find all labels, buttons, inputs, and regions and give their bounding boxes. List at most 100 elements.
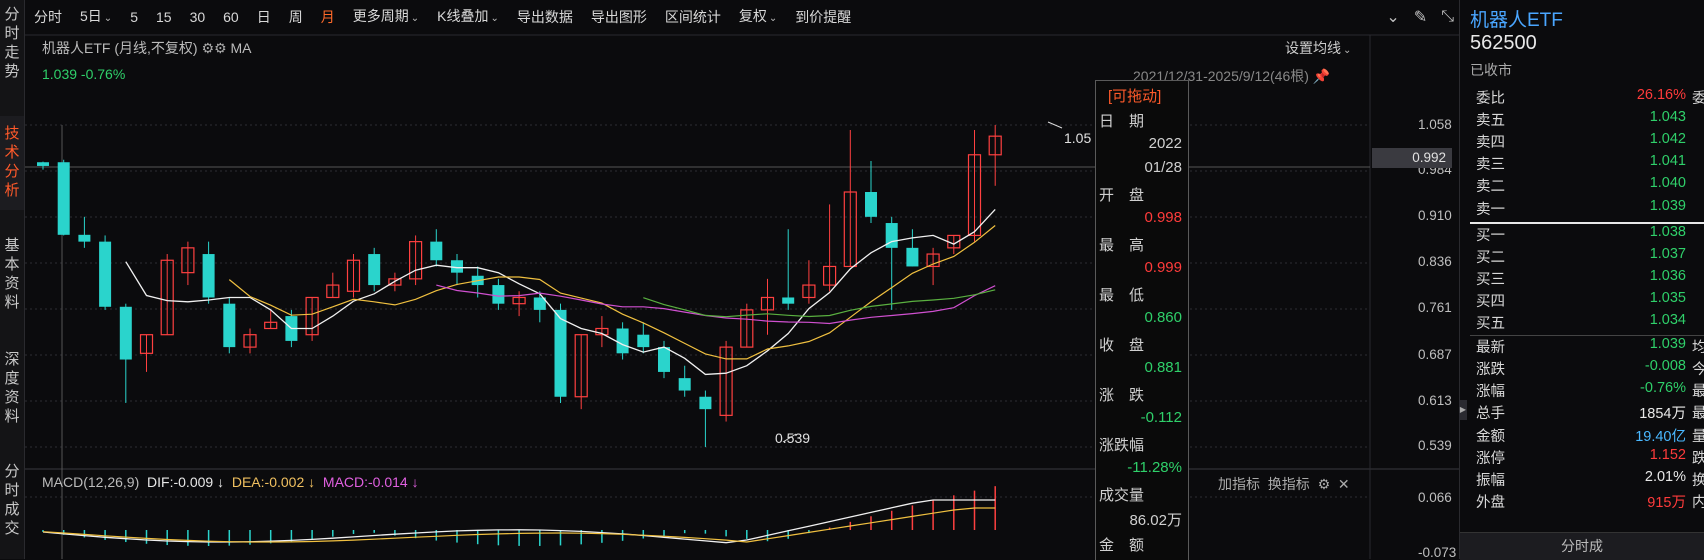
ask-4-value: 1.042 bbox=[1649, 131, 1686, 148]
period-button-12[interactable]: 导出图形 bbox=[590, 9, 647, 25]
chevron-down-icon: ⌄ bbox=[103, 12, 113, 24]
bid-5-label: 买五 bbox=[1476, 316, 1505, 332]
period-button-2[interactable]: 5 bbox=[130, 9, 138, 25]
stat-6-label: 振幅 bbox=[1476, 472, 1505, 489]
period-button-8[interactable]: 月 bbox=[320, 9, 335, 25]
candle-body bbox=[782, 297, 795, 304]
brush-icon[interactable]: ✎ bbox=[1413, 9, 1428, 26]
candle-body bbox=[346, 259, 361, 292]
period-button-3[interactable]: 15 bbox=[155, 9, 172, 25]
gear-icon[interactable]: ⚙ bbox=[214, 40, 227, 56]
candle-body bbox=[533, 297, 546, 310]
divider bbox=[1470, 335, 1704, 337]
tab-basic-info[interactable]: 基本资料 bbox=[4, 237, 20, 311]
candle-body bbox=[616, 328, 629, 354]
candle-body bbox=[409, 241, 423, 280]
ask-3-label: 卖三 bbox=[1476, 157, 1505, 174]
stat-0-value: 1.039 bbox=[1649, 336, 1686, 353]
candle-body bbox=[181, 247, 195, 274]
ma20-line bbox=[436, 284, 996, 325]
period-button-1[interactable]: 5日 ⌄ bbox=[80, 7, 113, 24]
close-icon[interactable]: ✕ bbox=[1337, 476, 1350, 492]
collapse-icon[interactable]: ⤡ bbox=[1441, 8, 1454, 25]
pin-icon[interactable]: 📌 bbox=[1312, 68, 1331, 84]
macd-header: MACD(12,26,9) DIF:-0.009 ↓ DEA:-0.002 ↓ … bbox=[42, 474, 419, 490]
period-button-15[interactable]: 到价提醒 bbox=[795, 9, 852, 25]
period-button-13[interactable]: 区间统计 bbox=[664, 9, 721, 25]
axis-label-0761: 0.761 bbox=[1418, 300, 1452, 315]
popup-volume: 86.02万 bbox=[1129, 512, 1182, 529]
period-button-10[interactable]: K线叠加 ⌄ bbox=[437, 7, 499, 24]
ma-label: MA bbox=[230, 40, 252, 56]
stat-5-value: 1.152 bbox=[1649, 446, 1686, 463]
candle-body bbox=[451, 260, 463, 273]
intraday-footer-tab[interactable]: 分时成 bbox=[1460, 532, 1704, 560]
stat-3-label: 总手 bbox=[1476, 406, 1505, 423]
switch-indicator-button[interactable]: 换指标 bbox=[1267, 476, 1310, 492]
bid-3-value: 1.036 bbox=[1649, 267, 1686, 284]
tab-technical-analysis[interactable]: 技术分析 bbox=[0, 116, 24, 210]
period-button-4[interactable]: 30 bbox=[189, 9, 206, 25]
chart-title: 机器人ETF (月线,不复权) ⚙⚙ MA bbox=[42, 40, 252, 56]
candle-body bbox=[160, 259, 174, 336]
candle-body bbox=[699, 396, 712, 410]
candle-body bbox=[37, 162, 49, 166]
candle-body bbox=[802, 284, 816, 299]
gear-icon[interactable]: ⚙ bbox=[1317, 476, 1331, 492]
period-button-11[interactable]: 导出数据 bbox=[516, 9, 573, 25]
macd-name[interactable]: MACD(12,26,9) bbox=[42, 474, 140, 490]
popup-close: 0.881 bbox=[1144, 359, 1182, 376]
period-button-0[interactable]: 分时 bbox=[34, 9, 62, 25]
candle-body bbox=[719, 346, 733, 416]
popup-open-label: 开 盘 bbox=[1099, 187, 1145, 204]
ma-setting-button[interactable]: 设置均线 ⌄ bbox=[1285, 40, 1352, 56]
panel-collapse-handle[interactable]: ▶ bbox=[1459, 400, 1467, 420]
order-ratio-label: 委比 bbox=[1476, 91, 1505, 107]
macd-axis-top: 0.066 bbox=[1418, 490, 1452, 505]
candle-body bbox=[326, 284, 340, 299]
candle-body bbox=[223, 303, 236, 348]
axis-label-1058: 1.058 bbox=[1418, 117, 1452, 132]
stat-4-extra: 量 bbox=[1692, 428, 1704, 445]
candle-body bbox=[243, 334, 257, 348]
bid-4-value: 1.035 bbox=[1649, 289, 1686, 306]
tab-depth-info[interactable]: 深度资料 bbox=[4, 351, 20, 425]
bid-5-value: 1.034 bbox=[1649, 312, 1686, 328]
candle-body bbox=[906, 247, 919, 267]
period-button-7[interactable]: 周 bbox=[288, 9, 303, 25]
axis-label-0613: 0.613 bbox=[1418, 393, 1452, 408]
add-indicator-button[interactable]: 加指标 bbox=[1218, 476, 1260, 492]
order-ratio-value: 26.16% bbox=[1636, 87, 1686, 103]
candle-body bbox=[430, 241, 443, 261]
macd-dea: DEA:-0.002 bbox=[231, 474, 305, 490]
high-mark-label: 1.05 bbox=[1064, 130, 1092, 146]
period-button-6[interactable]: 日 bbox=[256, 9, 271, 25]
candle-body bbox=[368, 254, 381, 286]
period-button-9[interactable]: 更多周期 ⌄ bbox=[352, 7, 420, 24]
market-status: 已收市 bbox=[1470, 62, 1512, 78]
tab-intraday[interactable]: 分时走势 bbox=[4, 6, 20, 80]
dea-arrow-icon: ↓ bbox=[308, 474, 316, 490]
chevron-down-circle-icon[interactable]: ⌄ bbox=[1386, 9, 1400, 26]
period-button-14[interactable]: 复权 ⌄ bbox=[738, 7, 778, 24]
ma5-line bbox=[125, 208, 996, 376]
popup-pct-label: 涨跌幅 bbox=[1099, 437, 1145, 454]
current-price-line: 1.039 -0.76% bbox=[42, 66, 126, 82]
stat-1-label: 涨跌 bbox=[1476, 362, 1505, 379]
popup-open: 0.998 bbox=[1144, 209, 1182, 226]
stat-5-label: 涨停 bbox=[1476, 450, 1505, 467]
popup-pct: -11.28% bbox=[1127, 459, 1182, 476]
low-arrow bbox=[782, 433, 797, 443]
tab-intraday-trades[interactable]: 分时成交 bbox=[4, 463, 20, 537]
ask-5-label: 卖五 bbox=[1476, 113, 1505, 130]
popup-drag-hint[interactable]: [可拖动] bbox=[1108, 88, 1162, 105]
period-button-5[interactable]: 60 bbox=[223, 9, 239, 25]
ask-1-value: 1.039 bbox=[1649, 197, 1686, 214]
settings-icon[interactable]: ⚙ bbox=[201, 40, 214, 56]
stat-1-value: -0.008 bbox=[1644, 358, 1686, 375]
dif-arrow-icon: ↓ bbox=[217, 474, 225, 490]
candle-body bbox=[139, 334, 154, 354]
ask-3-value: 1.041 bbox=[1649, 153, 1686, 170]
axis-label-0836: 0.836 bbox=[1418, 254, 1452, 269]
candle-info-popup[interactable]: [可拖动] 日 期 2022 01/28 开 盘 0.998 最 高 0.999… bbox=[1095, 80, 1189, 560]
